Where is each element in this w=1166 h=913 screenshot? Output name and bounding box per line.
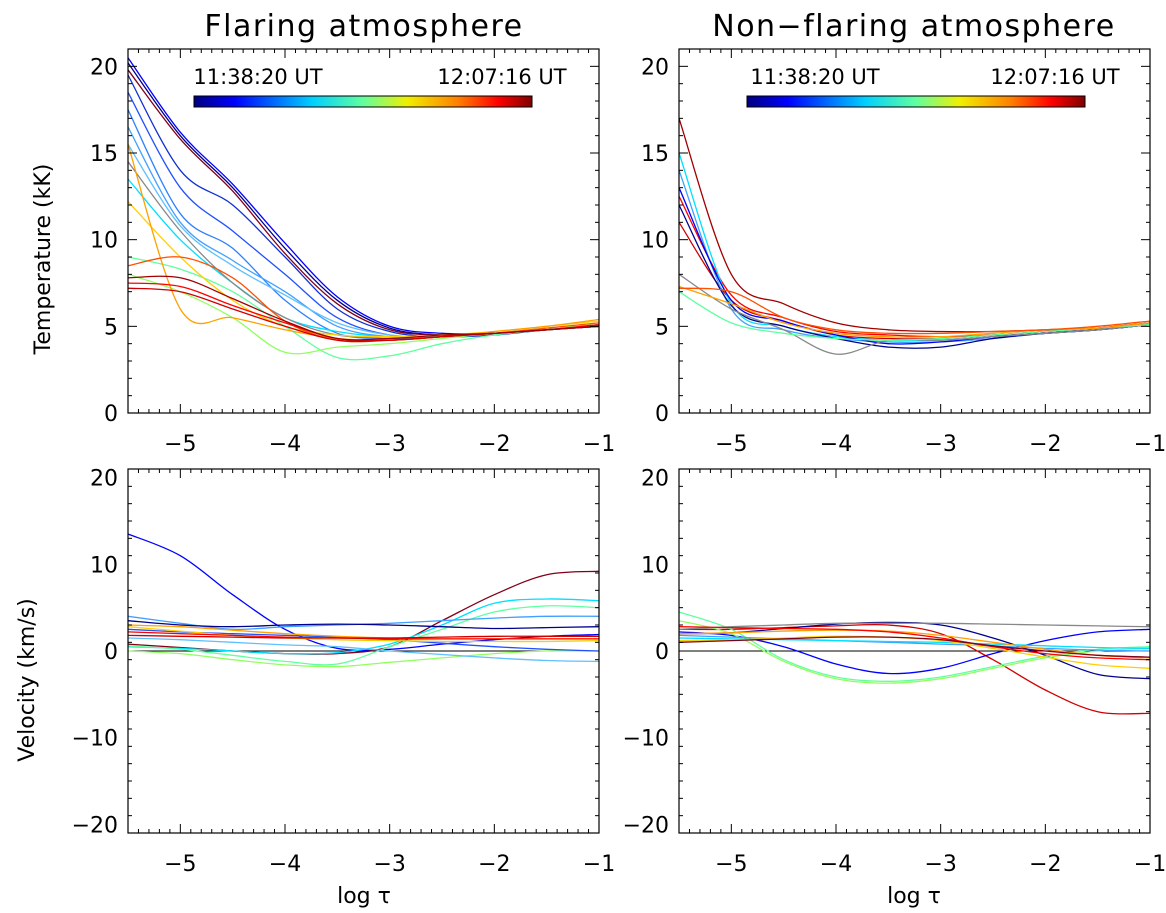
y-tick-label: 5 [655, 315, 669, 340]
series-line-11 [678, 287, 1151, 335]
colorbar-start-label: 11:38:20 UT [193, 65, 322, 89]
x-tick-label: −2 [1029, 852, 1061, 877]
series-line-9 [127, 637, 600, 663]
series-line-4 [127, 605, 600, 666]
x-tick-label: −3 [373, 432, 405, 457]
panel-temperature-non-flaring: −5 −4 −3 −2 −1 0 5 10 15 20 11:38:20 UT 12:07:16 … [641, 48, 1166, 457]
panel-title-non-flaring: Non−flaring atmosphere [712, 9, 1116, 44]
y-tick-label: −20 [72, 813, 118, 838]
x-tick-label: −5 [715, 852, 747, 877]
series-line-2 [678, 195, 1151, 338]
series-line-5 [127, 650, 600, 668]
series-line-10 [678, 285, 1151, 338]
plot-layer: −5 −4 −3 −2 −1 0 5 10 15 20 [90, 48, 615, 457]
axes-frame [127, 48, 600, 414]
colorbar: 11:38:20 UT 12:07:16 UT [746, 65, 1120, 108]
series-line-6 [127, 109, 600, 340]
y-axis-label-velocity: Velocity (km/s) [15, 598, 40, 762]
x-tick-label: −4 [269, 432, 301, 457]
series-line-7 [678, 204, 1151, 349]
plot-layer: −5 −4 −3 −2 −1 0 5 10 15 20 [641, 48, 1166, 457]
series-line-13 [127, 634, 599, 639]
series-line-10 [127, 626, 600, 643]
colorbar: 11:38:20 UT 12:07:16 UT [193, 65, 567, 108]
y-tick-label: 0 [655, 640, 669, 665]
x-tick-label: −4 [820, 852, 852, 877]
panel-velocity-flaring: −5 −4 −3 −2 −1 −20 −10 0 10 20 [72, 467, 616, 877]
colorbar-start-label: 11:38:20 UT [750, 65, 879, 89]
y-tick-label: 10 [641, 553, 669, 578]
colorbar-end-label: 12:07:16 UT [990, 65, 1119, 89]
x-tick-label: −1 [583, 432, 615, 457]
series-line-12 [678, 636, 1151, 658]
y-tick-label: 15 [90, 142, 118, 167]
x-tick-label: −5 [164, 852, 196, 877]
colorbar-end-label: 12:07:16 UT [437, 65, 566, 89]
series-line-10 [127, 161, 600, 338]
y-tick-label: 20 [641, 55, 669, 80]
y-tick-label: 0 [104, 402, 118, 427]
x-tick-label: −5 [715, 432, 747, 457]
series-line-7 [678, 634, 1151, 652]
x-tick-label: −3 [373, 852, 405, 877]
y-tick-label: 10 [90, 553, 118, 578]
x-tick-label: −5 [164, 432, 196, 457]
x-tick-label: −1 [1134, 432, 1166, 457]
series-line-10 [678, 629, 1151, 659]
y-tick-label: 10 [641, 229, 669, 254]
series-line-18 [127, 275, 600, 341]
series-line-9 [127, 178, 600, 338]
x-tick-label: −4 [820, 432, 852, 457]
plot-layer: −5 −4 −3 −2 −1 −20 −10 0 10 20 [72, 467, 616, 877]
y-axis-label-temperature: Temperature (kK) [31, 164, 56, 356]
series-line-2 [127, 69, 600, 336]
series-line-3 [127, 598, 600, 655]
x-tick-label: −2 [478, 852, 510, 877]
x-tick-label: −1 [1134, 852, 1166, 877]
plot-layer: −5 −4 −3 −2 −1 −20 −10 0 10 20 [623, 467, 1166, 877]
x-axis-label-left: log τ [337, 884, 391, 909]
axes-frame [127, 468, 600, 834]
y-tick-label: 15 [641, 142, 669, 167]
y-tick-label: 10 [90, 229, 118, 254]
series-line-7 [127, 620, 600, 630]
axes-frame [678, 48, 1151, 414]
x-axis-label-right: log τ [887, 884, 941, 909]
panel-temperature-flaring: −5 −4 −3 −2 −1 0 5 10 15 20 11:38:20 UT 12:07:16 … [90, 48, 615, 457]
x-tick-label: −2 [1029, 432, 1061, 457]
series-line-9 [678, 291, 1151, 341]
x-tick-label: −1 [583, 852, 615, 877]
y-tick-label: −10 [623, 727, 669, 752]
colorbar-bar [746, 95, 1086, 108]
y-tick-label: 20 [641, 467, 669, 492]
series-line-9 [678, 635, 1151, 669]
y-tick-label: −20 [623, 813, 669, 838]
colorbar-bar [193, 95, 533, 108]
x-tick-label: −2 [478, 432, 510, 457]
y-tick-label: 0 [655, 402, 669, 427]
x-tick-label: −4 [269, 852, 301, 877]
y-tick-label: 20 [90, 467, 118, 492]
x-tick-label: −3 [924, 852, 956, 877]
panel-title-flaring: Flaring atmosphere [204, 9, 523, 44]
y-tick-label: 0 [104, 640, 118, 665]
y-tick-label: −10 [72, 727, 118, 752]
y-tick-label: 5 [104, 315, 118, 340]
series-line-6 [678, 187, 1151, 345]
series-line-11 [678, 626, 1151, 661]
series-line-6 [678, 622, 1151, 630]
series-line-14 [127, 144, 600, 341]
panel-velocity-non-flaring: −5 −4 −3 −2 −1 −20 −10 0 10 20 [623, 467, 1166, 877]
y-tick-label: 20 [90, 55, 118, 80]
x-tick-label: −3 [924, 432, 956, 457]
series-line-11 [127, 256, 600, 361]
axes-frame [678, 468, 1151, 834]
